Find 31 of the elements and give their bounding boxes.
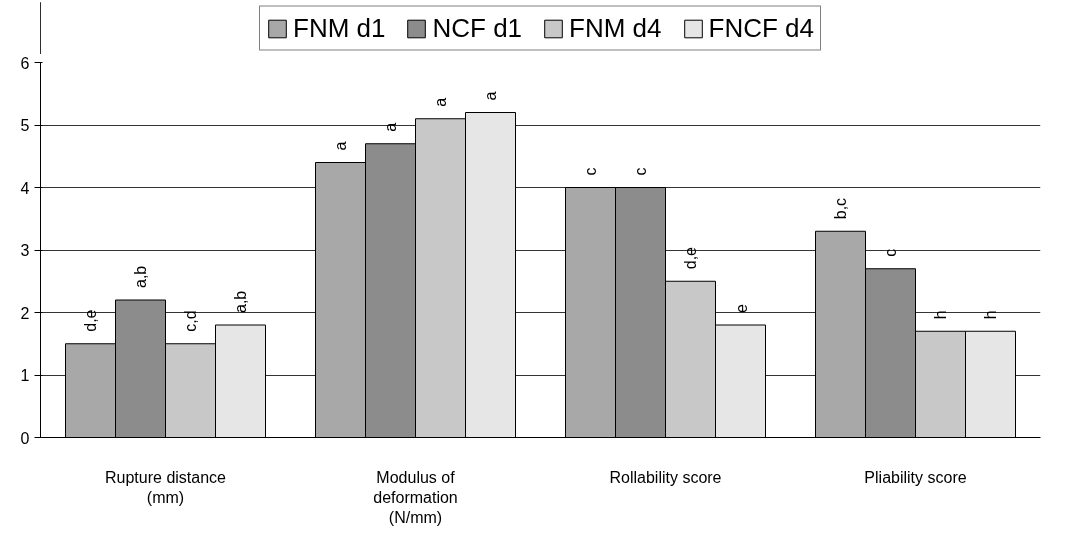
data-label: c	[632, 167, 649, 176]
y-tick-label: 6	[20, 54, 30, 72]
data-label: c	[882, 248, 899, 257]
y-tick-label: 0	[20, 429, 30, 447]
legend-label: FNM d4	[569, 12, 662, 44]
data-label: d,e	[82, 309, 99, 332]
data-label: h	[982, 310, 999, 320]
legend-label: FNM d1	[293, 12, 386, 44]
data-label: a	[332, 141, 349, 151]
data-label: a	[432, 97, 449, 107]
legend-label: NCF d1	[432, 12, 523, 44]
x-tick-label: Pliability score	[864, 468, 967, 486]
data-label: a,b	[232, 290, 249, 313]
y-tick-label: 3	[20, 242, 30, 259]
y-tick-label: 4	[20, 179, 30, 197]
legend-label: FNCF d4	[708, 12, 814, 44]
y-tick-label: 1	[20, 367, 30, 384]
x-tick-label: Modulus of deformation (N/mm)	[373, 468, 458, 527]
data-label: h	[932, 310, 949, 320]
x-tick-label: Rupture distance (mm)	[105, 468, 227, 506]
y-tick-label: 2	[20, 304, 30, 322]
data-label: a,b	[132, 265, 149, 288]
data-label: d,e	[682, 246, 699, 270]
data-label: e	[732, 304, 750, 313]
data-label: b,c	[832, 197, 849, 220]
data-label: c	[582, 167, 599, 176]
data-label: a	[482, 91, 499, 101]
data-label: c,d	[182, 310, 199, 332]
x-tick-label: Rollability score	[609, 468, 722, 486]
data-label: a	[382, 122, 399, 132]
y-tick-label: 5	[20, 117, 30, 134]
